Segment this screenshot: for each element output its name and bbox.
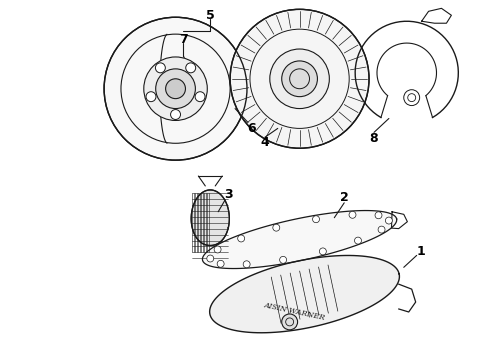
Circle shape	[386, 217, 392, 224]
Circle shape	[238, 235, 245, 242]
Text: 7: 7	[179, 33, 188, 46]
Circle shape	[404, 90, 419, 105]
Circle shape	[282, 61, 318, 96]
Circle shape	[273, 224, 280, 231]
Circle shape	[146, 92, 156, 102]
Text: 2: 2	[340, 192, 348, 204]
Text: 8: 8	[369, 132, 378, 145]
Circle shape	[378, 226, 385, 233]
Circle shape	[375, 212, 382, 219]
Circle shape	[214, 246, 221, 253]
Circle shape	[313, 216, 319, 223]
Circle shape	[349, 211, 356, 218]
Circle shape	[355, 237, 362, 244]
Polygon shape	[191, 190, 229, 246]
Text: AISIN WARNER: AISIN WARNER	[263, 302, 326, 323]
Text: 5: 5	[206, 9, 215, 22]
Circle shape	[104, 17, 247, 160]
Text: 3: 3	[224, 188, 232, 201]
Circle shape	[166, 79, 185, 99]
Circle shape	[195, 92, 205, 102]
Circle shape	[270, 49, 329, 109]
Circle shape	[230, 9, 369, 148]
Circle shape	[207, 255, 214, 262]
Circle shape	[280, 256, 287, 263]
Polygon shape	[202, 211, 397, 269]
Circle shape	[156, 69, 196, 109]
Circle shape	[155, 63, 165, 73]
Circle shape	[243, 261, 250, 268]
Circle shape	[319, 248, 326, 255]
Polygon shape	[210, 256, 399, 333]
Circle shape	[282, 314, 297, 330]
Text: 1: 1	[416, 245, 425, 258]
Circle shape	[217, 260, 224, 267]
Text: 6: 6	[247, 122, 256, 135]
Circle shape	[171, 109, 180, 120]
Circle shape	[144, 57, 207, 121]
Text: 4: 4	[261, 136, 269, 149]
Circle shape	[186, 63, 196, 73]
